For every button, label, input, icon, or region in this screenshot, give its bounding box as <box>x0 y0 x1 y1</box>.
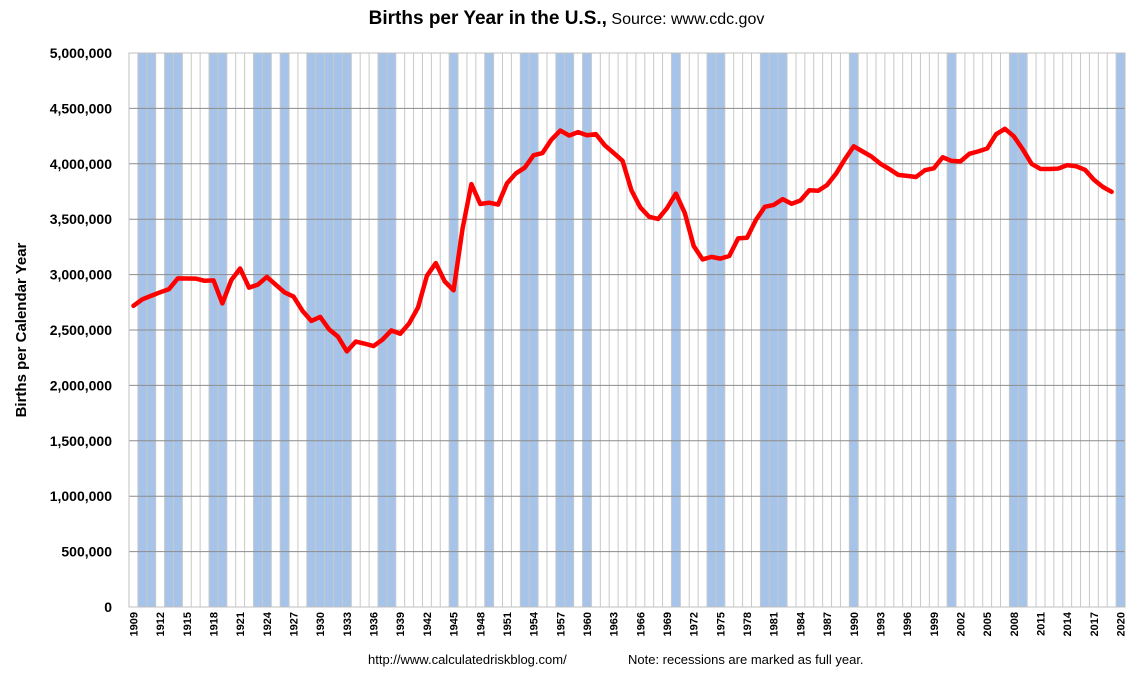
x-tick-label: 1960 <box>582 612 594 636</box>
x-tick-label: 1969 <box>662 612 674 636</box>
x-tick-label: 1951 <box>502 612 514 636</box>
x-tick-label: 1930 <box>315 612 327 636</box>
x-tick-label: 1921 <box>235 612 247 636</box>
y-tick-label: 2,500,000 <box>50 322 112 338</box>
y-tick-label: 2,000,000 <box>50 377 112 393</box>
x-tick-label: 1948 <box>475 612 487 636</box>
y-tick-label: 500,000 <box>61 544 112 560</box>
x-tick-label: 2020 <box>1116 612 1128 636</box>
x-tick-label: 1945 <box>449 612 461 636</box>
x-tick-label: 1927 <box>289 612 301 636</box>
x-tick-label: 1981 <box>769 612 781 636</box>
x-tick-label: 2014 <box>1062 611 1074 636</box>
footer-note: Note: recessions are marked as full year… <box>628 652 864 667</box>
chart-title: Births per Year in the U.S., <box>368 8 607 29</box>
x-tick-label: 1954 <box>529 611 541 636</box>
x-tick-label: 1996 <box>902 612 914 636</box>
x-tick-label: 1918 <box>208 612 220 636</box>
x-tick-label: 1924 <box>262 611 274 636</box>
x-tick-label: 2011 <box>1036 612 1048 636</box>
x-tick-label: 1936 <box>369 612 381 636</box>
x-tick-label: 1975 <box>715 612 727 636</box>
x-tick-label: 1939 <box>395 612 407 636</box>
chart-subtitle: Source: www.cdc.gov <box>611 11 765 28</box>
x-tick-label: 1987 <box>822 612 834 636</box>
x-tick-label: 1999 <box>929 612 941 636</box>
chart-title-block: Births per Year in the U.S., Source: www… <box>0 8 1133 30</box>
y-tick-label: 3,500,000 <box>50 211 112 227</box>
births-series <box>131 126 1114 354</box>
y-axis-ticks: 0 500,000 1,000,000 1,500,000 2,000,000 2,500… <box>50 45 113 615</box>
x-tick-label: 2005 <box>982 612 994 636</box>
x-tick-label: 1909 <box>128 612 140 636</box>
x-tick-label: 1942 <box>422 612 434 636</box>
x-tick-label: 1972 <box>689 612 701 636</box>
y-tick-label: 4,000,000 <box>50 156 112 172</box>
x-tick-label: 1990 <box>849 612 861 636</box>
x-tick-label: 1993 <box>875 612 887 636</box>
y-tick-label: 4,500,000 <box>50 100 112 116</box>
series-line-0 <box>131 126 1114 354</box>
x-tick-label: 2008 <box>1009 612 1021 636</box>
y-tick-label: 1,000,000 <box>50 488 112 504</box>
y-tick-label: 0 <box>104 599 112 615</box>
y-tick-label: 5,000,000 <box>50 45 112 61</box>
y-tick-label: 1,500,000 <box>50 433 112 449</box>
x-tick-label: 1957 <box>555 612 567 636</box>
y-tick-label: 3,000,000 <box>50 267 112 283</box>
plot-border <box>128 52 1126 608</box>
x-axis-ticks: 1909 1912 1915 1918 1921 1924 1927 1930 1933 1936… <box>128 611 1127 636</box>
x-tick-label: 1984 <box>795 611 807 636</box>
y-axis-label: Births per Calendar Year <box>13 242 30 417</box>
x-tick-label: 1978 <box>742 612 754 636</box>
x-tick-label: 2017 <box>1089 612 1101 636</box>
footer-url: http://www.calculatedriskblog.com/ <box>368 652 567 667</box>
x-tick-label: 1912 <box>155 612 167 636</box>
x-tick-label: 1933 <box>342 612 354 636</box>
x-tick-label: 1963 <box>609 612 621 636</box>
x-tick-label: 2002 <box>955 612 967 636</box>
x-tick-label: 1966 <box>635 612 647 636</box>
x-tick-label: 1915 <box>182 612 194 636</box>
